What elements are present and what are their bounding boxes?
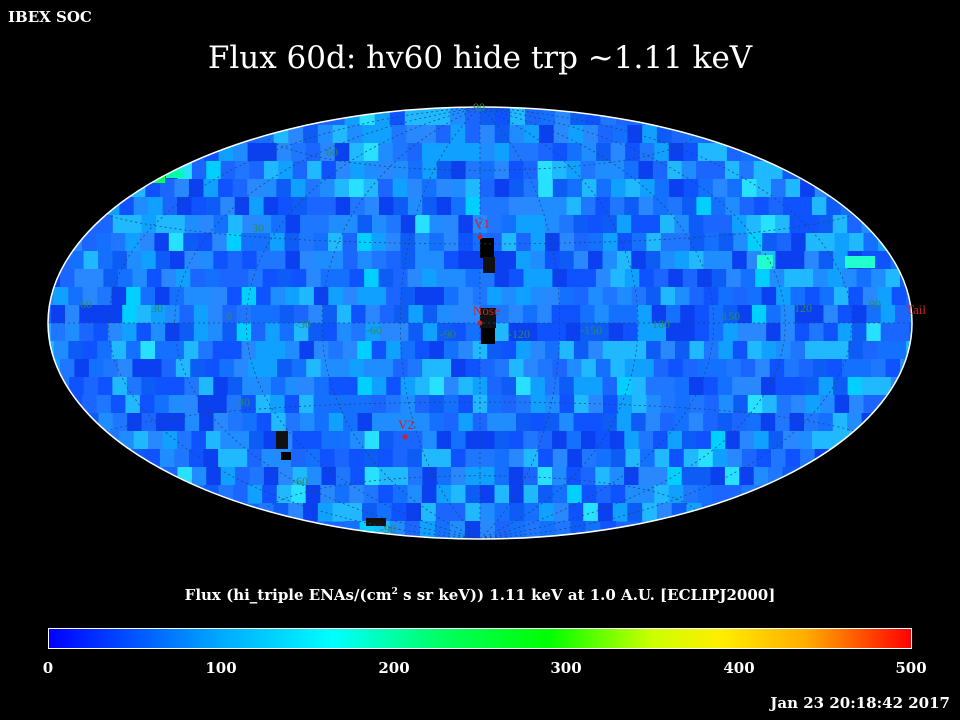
org-label: IBEX SOC — [8, 8, 92, 26]
lon-label: 30 — [151, 301, 163, 315]
lon-label: -120 — [508, 327, 530, 341]
colorbar-tick: 500 — [895, 659, 927, 677]
direction-markers: V1 Nose V2 Tail — [398, 216, 926, 440]
tail-label: Tail — [906, 302, 926, 317]
lat-label: 30 — [252, 221, 264, 235]
flux-cells — [48, 107, 912, 539]
longitude-labels: 60 30 0 -30 -60 -90 -120 -150 180 150 12… — [80, 297, 881, 341]
lon-label: 180 — [652, 317, 670, 331]
colorbar-tick: 200 — [378, 659, 410, 677]
lat-label: -60 — [292, 474, 308, 488]
colorbar-title-suffix: s sr keV)) 1.11 keV at 1.0 A.U. [ECLIPJ2… — [397, 586, 776, 604]
lat-label: -30 — [234, 395, 250, 409]
latitude-labels: 90 60 30 -30 -60 -90 — [234, 100, 485, 536]
colorbar-title-prefix: Flux (hi_triple ENAs/(cm — [184, 586, 392, 604]
colorbar-tick: 100 — [205, 659, 237, 677]
lon-label: 120 — [794, 301, 812, 315]
nose-label: Nose — [473, 303, 500, 318]
lon-label: 0 — [226, 309, 232, 323]
v1-label: V1 — [474, 216, 490, 231]
lon-label: 150 — [722, 309, 740, 323]
lat-label: 90 — [473, 100, 485, 114]
lon-label: -30 — [295, 317, 311, 331]
colorbar-tick: 0 — [42, 659, 54, 677]
map-border — [47, 106, 913, 540]
lon-label: -150 — [580, 323, 602, 337]
nose-marker — [477, 320, 483, 326]
colorbar-tick: 300 — [550, 659, 582, 677]
map-title: Flux 60d: hv60 hide trp ~1.11 keV — [207, 40, 753, 76]
lon-label: -90 — [440, 327, 456, 341]
colorbar — [48, 628, 912, 649]
v1-marker — [477, 234, 483, 240]
lon-label: -60 — [366, 323, 382, 337]
v2-label: V2 — [398, 417, 414, 432]
colorbar-title: Flux (hi_triple ENAs/(cm2 s sr keV)) 1.1… — [0, 586, 960, 604]
colorbar-title-sup: 2 — [391, 587, 398, 597]
colorbar-tick: 400 — [723, 659, 755, 677]
lat-label: -90 — [380, 522, 396, 536]
timestamp: Jan 23 20:18:42 2017 — [770, 694, 950, 712]
lon-label: 90 — [869, 297, 881, 311]
lon-label: 60 — [80, 297, 92, 311]
lat-label: 60 — [326, 145, 338, 159]
v2-marker — [402, 434, 408, 440]
